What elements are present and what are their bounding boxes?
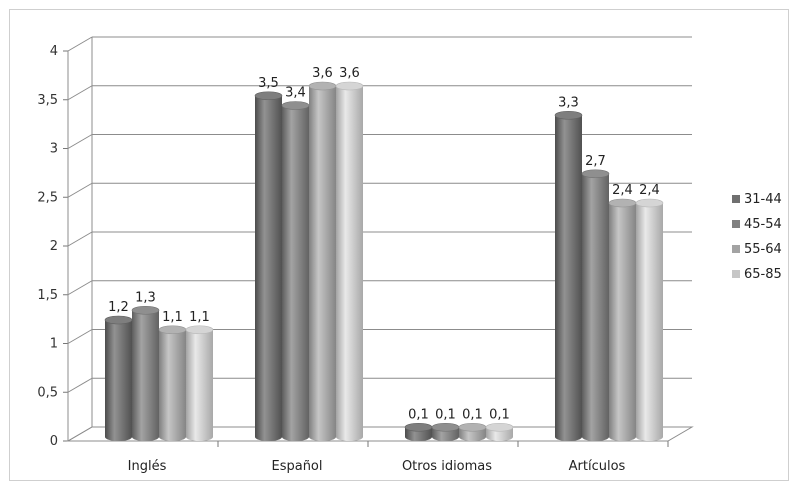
data-label: 2,7	[585, 154, 606, 169]
bar-cap	[335, 81, 364, 91]
y-tick-label: 3	[50, 142, 58, 157]
bar-body	[336, 86, 363, 441]
floor	[66, 426, 694, 442]
bar	[254, 91, 283, 441]
bar-body	[105, 320, 132, 441]
bar-cap	[254, 91, 283, 101]
bar	[104, 315, 133, 441]
x-category-label: Otros idiomas	[402, 459, 492, 474]
bar-body	[582, 173, 609, 441]
bar	[608, 198, 637, 441]
gridline-side	[67, 134, 93, 149]
data-label: 3,3	[558, 95, 579, 110]
data-labels: 1,2 1,3 1,1 1,1 3,5 3,4 3,6 3,6 0,1 0,1 0,1 0,1 3,3 2…	[108, 66, 660, 422]
bar-cap	[458, 422, 487, 432]
bar-cap	[308, 81, 337, 91]
gridline-side	[67, 182, 93, 198]
gridline-side	[67, 85, 93, 101]
legend-label: 45-54	[744, 217, 782, 232]
bar-cap	[635, 198, 664, 208]
x-category-label: Inglés	[128, 459, 167, 474]
bar	[185, 325, 214, 441]
legend-label: 65-85	[744, 267, 782, 282]
bar-body	[132, 310, 159, 441]
bar-cap	[581, 169, 610, 179]
data-label: 1,2	[108, 300, 129, 315]
bar-cap	[185, 325, 214, 335]
y-tick-label: 1	[50, 337, 58, 352]
bar-cap	[104, 315, 133, 325]
data-label: 1,1	[162, 310, 183, 325]
bar	[158, 325, 187, 441]
bar-cap	[554, 110, 583, 120]
data-label: 0,1	[435, 407, 456, 422]
data-label: 1,3	[135, 290, 156, 305]
bar	[308, 81, 337, 441]
gridline-side	[67, 280, 93, 296]
bar-body	[186, 329, 213, 441]
x-category-label: Artículos	[569, 459, 626, 474]
bar-cap	[404, 422, 433, 432]
bar-body	[159, 329, 186, 441]
bar	[131, 305, 160, 441]
gridline-side	[67, 329, 93, 344]
bar	[458, 422, 487, 441]
bar-body	[636, 203, 663, 441]
y-tick-label: 1,5	[37, 288, 58, 303]
data-label: 3,5	[258, 76, 279, 91]
bar-cap	[131, 305, 160, 315]
data-label: 3,6	[339, 66, 360, 81]
data-label: 0,1	[462, 407, 483, 422]
bar-body	[255, 95, 282, 441]
axes: 0 0,5 1 1,5 2 2,5 3 3,5 4 Inglés Español Otros idio…	[37, 37, 694, 474]
data-label: 3,6	[312, 66, 333, 81]
legend-swatch	[732, 270, 740, 278]
bar	[431, 422, 460, 441]
legend-label: 31-44	[744, 192, 782, 207]
gridline-side	[67, 377, 93, 393]
bar-body	[555, 115, 582, 441]
y-tick-label: 2	[50, 239, 58, 254]
legend: 31-44 45-54 55-64 65-85	[732, 192, 782, 282]
data-label: 0,1	[489, 407, 510, 422]
y-tick-label: 3,5	[37, 93, 58, 108]
bars	[104, 81, 664, 441]
data-label: 2,4	[612, 183, 633, 198]
bar-body	[609, 203, 636, 441]
bar-cap	[281, 101, 310, 110]
bar	[635, 198, 664, 441]
bar	[485, 422, 514, 441]
bar-body	[309, 86, 336, 441]
y-tick-label: 2,5	[37, 190, 58, 205]
x-category-label: Español	[271, 459, 322, 474]
data-label: 2,4	[639, 183, 660, 198]
bar	[335, 81, 364, 441]
bar	[281, 101, 310, 441]
gridline-side	[67, 36, 93, 52]
gridline-side	[67, 231, 93, 247]
bar	[554, 110, 583, 441]
legend-swatch	[732, 220, 740, 228]
legend-swatch	[732, 195, 740, 203]
legend-label: 55-64	[744, 242, 782, 257]
y-tick-label: 0	[50, 434, 58, 449]
y-tick-label: 0,5	[37, 385, 58, 400]
data-label: 3,4	[285, 86, 306, 101]
bar-cap	[431, 422, 460, 432]
bar	[404, 422, 433, 441]
bar-cap	[608, 198, 637, 208]
y-tick-label: 4	[50, 44, 58, 59]
data-label: 1,1	[189, 310, 210, 325]
bar-body	[282, 105, 309, 441]
bar	[581, 169, 610, 441]
bar-cap	[158, 325, 187, 335]
legend-swatch	[732, 245, 740, 253]
data-label: 0,1	[408, 407, 429, 422]
bar-cap	[485, 422, 514, 432]
